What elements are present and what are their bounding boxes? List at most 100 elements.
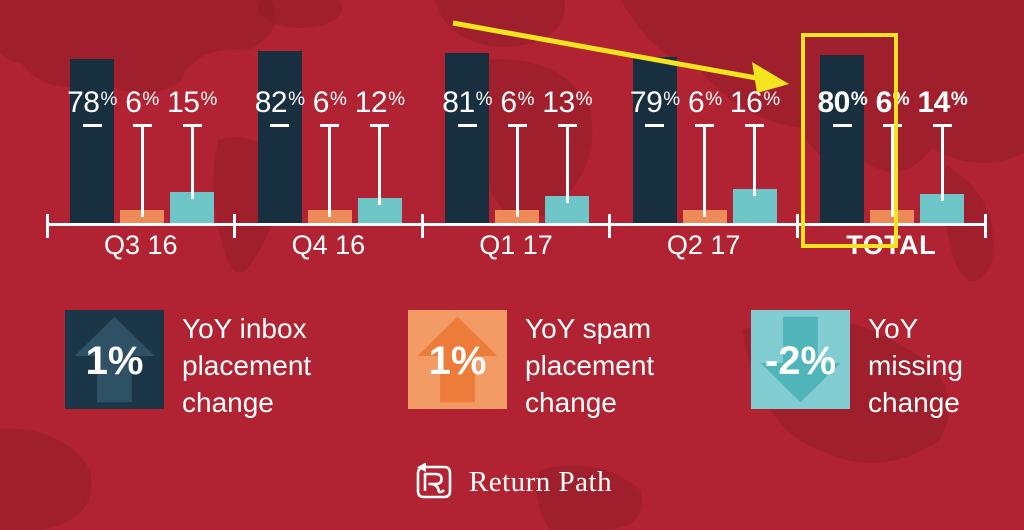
value-dash: [370, 124, 390, 127]
value-number: 6: [688, 86, 705, 119]
inbox-bar: [445, 52, 490, 223]
value-number: 6: [125, 86, 142, 119]
brand-footer: Return Path: [0, 460, 1024, 504]
missing-change-badge: -2%: [751, 310, 850, 409]
value-dash: [132, 124, 152, 127]
spam-change-badge: 1%: [408, 310, 507, 409]
value-number: 78: [67, 86, 100, 119]
highlight-box: [801, 33, 898, 248]
axis-tick: [45, 214, 49, 238]
inbox-value-label: 80%: [800, 86, 884, 120]
missing-value-label: 16%: [713, 86, 797, 120]
spam-value-label: 6%: [663, 86, 747, 120]
bar-group: 78% 6% 15% Q3 16: [47, 0, 235, 272]
value-dash: [82, 124, 102, 127]
bar-group: 81% 6% 13% Q1 17: [422, 0, 610, 272]
percent-sign: %: [288, 89, 305, 110]
inbox-value-label: 81%: [425, 86, 509, 120]
category-label: Q3 16: [104, 230, 178, 260]
value-number: 81: [442, 86, 475, 119]
inbox-change-value: 1%: [85, 339, 144, 383]
value-number: 80: [817, 86, 851, 119]
percent-sign: %: [200, 89, 217, 110]
spam-change-label: YoY spam placement change: [525, 313, 655, 418]
axis-tick: [795, 214, 799, 238]
missing-change-value: -2%: [764, 339, 837, 383]
value-dash: [745, 124, 765, 127]
value-leader-line: [565, 127, 569, 203]
inbox-value-label: 82%: [238, 86, 322, 120]
percent-sign: %: [142, 89, 159, 110]
percent-sign: %: [763, 89, 780, 110]
percent-sign: %: [517, 89, 535, 110]
value-dash: [507, 124, 527, 127]
value-dash: [457, 124, 477, 127]
axis-tick: [420, 214, 424, 238]
value-dash: [882, 124, 902, 127]
missing-value-label: 13%: [525, 86, 609, 120]
percent-sign: %: [329, 89, 347, 110]
value-number: 13: [542, 86, 575, 119]
value-dash: [932, 124, 952, 127]
bar-group: 79% 6% 16% Q2 17: [610, 0, 798, 272]
inbox-bar: [820, 55, 865, 223]
value-dash: [557, 124, 577, 127]
percent-sign: %: [575, 89, 593, 110]
value-number: 15: [167, 86, 200, 119]
value-leader-line: [140, 127, 144, 218]
x-axis: [47, 223, 985, 226]
value-leader-line: [703, 127, 707, 218]
category-label: Q1 17: [479, 230, 553, 260]
value-number: 79: [629, 86, 663, 119]
return-path-logo-icon: [416, 462, 452, 499]
category-label: Q2 17: [666, 230, 741, 260]
percent-sign: %: [705, 89, 722, 110]
value-leader-line: [515, 127, 519, 218]
brand-name: Return Path: [468, 465, 613, 498]
percent-sign: %: [950, 89, 968, 110]
inbox-change-label: YoY inbox placement change: [182, 313, 312, 418]
legend-item-missing: -2% YoY missing change: [751, 310, 1024, 430]
percent-sign: %: [475, 89, 493, 110]
value-dash: [645, 124, 665, 127]
value-leader-line: [940, 127, 944, 201]
inbox-change-badge: 1%: [65, 310, 164, 409]
value-dash: [182, 124, 202, 127]
value-number: 82: [254, 86, 288, 119]
spam-value-label: 6%: [100, 86, 184, 120]
missing-value-label: 15%: [150, 86, 234, 120]
value-leader-line: [378, 127, 382, 205]
percent-sign: %: [388, 89, 405, 110]
legend-item-inbox: 1% YoY inbox placement change: [65, 310, 395, 430]
value-leader-line: [890, 127, 894, 218]
spam-change-value: 1%: [428, 339, 487, 383]
value-leader-line: [328, 127, 332, 218]
value-number: 16: [729, 86, 763, 119]
percent-sign: %: [100, 89, 117, 110]
inbox-bar: [632, 57, 677, 223]
value-number: 14: [917, 86, 951, 119]
value-number: 6: [312, 86, 330, 119]
spam-value-label: 6%: [288, 86, 372, 120]
percent-sign: %: [663, 89, 680, 110]
spam-value-label: 6%: [475, 86, 559, 120]
axis-tick: [233, 214, 237, 238]
value-dash: [270, 124, 290, 127]
bar-group: 80% 6% 14% TOTAL: [797, 0, 985, 272]
missing-change-label: YoY missing change: [868, 313, 963, 418]
value-leader-line: [190, 127, 194, 199]
value-leader-line: [753, 127, 757, 197]
inbox-bar: [70, 59, 114, 223]
axis-tick: [608, 214, 612, 238]
value-dash: [832, 124, 852, 127]
bar-group: 82% 6% 12% Q4 16: [235, 0, 423, 272]
axis-tick: [983, 214, 987, 238]
percent-sign: %: [850, 89, 868, 110]
missing-value-label: 12%: [338, 86, 422, 120]
inbox-value-label: 78%: [50, 86, 134, 120]
value-number: 12: [354, 86, 388, 119]
missing-value-label: 14%: [900, 86, 984, 120]
inbox-bar: [257, 50, 302, 223]
value-dash: [695, 124, 715, 127]
